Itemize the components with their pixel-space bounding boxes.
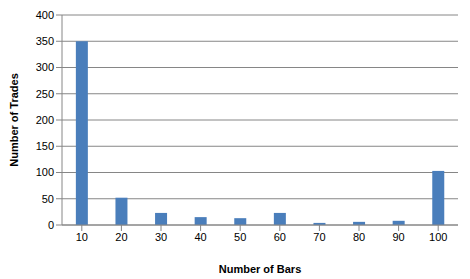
svg-text:Number of Bars: Number of Bars xyxy=(219,263,302,275)
svg-text:150: 150 xyxy=(36,140,54,152)
svg-text:100: 100 xyxy=(36,166,54,178)
svg-text:30: 30 xyxy=(155,231,167,243)
svg-text:0: 0 xyxy=(48,219,54,231)
svg-text:60: 60 xyxy=(274,231,286,243)
svg-text:Number of Trades: Number of Trades xyxy=(8,73,20,167)
svg-text:80: 80 xyxy=(353,231,365,243)
svg-text:40: 40 xyxy=(194,231,206,243)
svg-text:300: 300 xyxy=(36,61,54,73)
svg-text:200: 200 xyxy=(36,114,54,126)
svg-text:10: 10 xyxy=(76,231,88,243)
svg-text:50: 50 xyxy=(234,231,246,243)
svg-text:350: 350 xyxy=(36,35,54,47)
svg-text:100: 100 xyxy=(429,231,447,243)
svg-text:70: 70 xyxy=(313,231,325,243)
svg-text:250: 250 xyxy=(36,88,54,100)
svg-text:20: 20 xyxy=(115,231,127,243)
svg-text:400: 400 xyxy=(36,9,54,21)
svg-text:90: 90 xyxy=(392,231,404,243)
svg-text:50: 50 xyxy=(42,193,54,205)
